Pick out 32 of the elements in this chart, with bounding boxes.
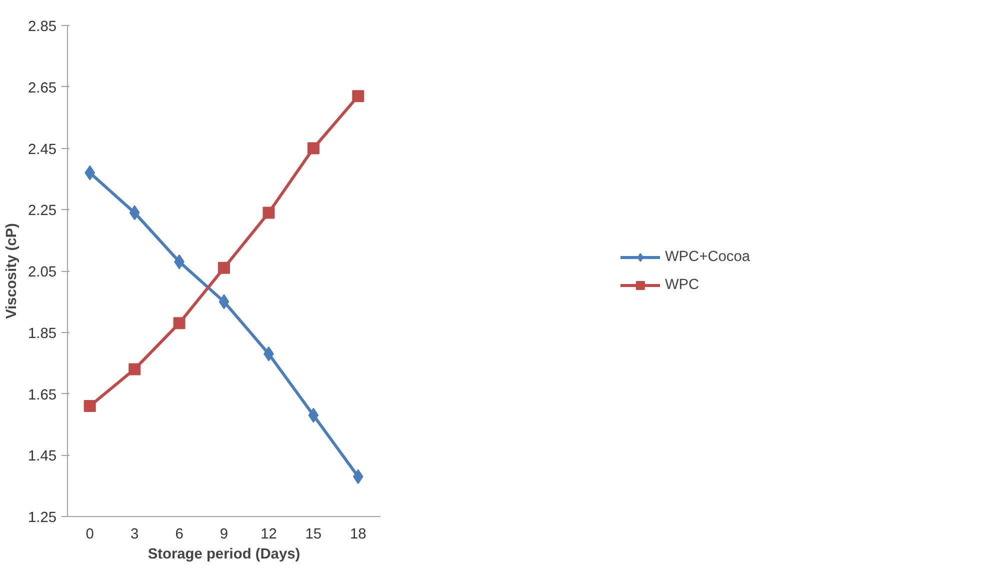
y-tick-label: 1.85	[28, 326, 57, 342]
x-tick-label: 12	[260, 526, 277, 542]
point	[308, 408, 319, 423]
point	[128, 363, 141, 376]
point	[129, 205, 140, 220]
x-tick-label: 0	[86, 526, 94, 542]
x-axis-title: Storage period (Days)	[148, 546, 300, 562]
point	[307, 142, 320, 154]
y-tick-label: 1.45	[28, 448, 57, 465]
x-tick-label: 9	[220, 526, 228, 542]
y-axis-title: Viscosity (cP)	[4, 222, 20, 319]
point	[84, 400, 96, 412]
legend-label: WPC	[664, 276, 700, 292]
point	[352, 90, 364, 102]
point	[84, 165, 96, 180]
legend-label: WPC+Cocoa	[664, 248, 750, 264]
x-tick-label: 3	[130, 526, 139, 542]
y-tick-label: 1.65	[28, 387, 57, 404]
x-tick-label: 6	[175, 526, 184, 542]
x-tick-label: 18	[350, 526, 366, 542]
y-tick-label: 1.25	[28, 510, 57, 526]
y-tick-label: 2.65	[28, 80, 57, 96]
point	[218, 294, 230, 310]
point	[173, 317, 186, 330]
y-tick-label: 2.25	[28, 203, 57, 220]
y-tick-label: 2.85	[28, 19, 57, 35]
point	[262, 206, 275, 219]
y-tick-label: 2.05	[28, 264, 57, 280]
x-tick-label: 15	[305, 526, 322, 542]
point	[218, 262, 230, 274]
y-tick-label: 2.45	[28, 142, 57, 158]
point	[352, 469, 364, 484]
